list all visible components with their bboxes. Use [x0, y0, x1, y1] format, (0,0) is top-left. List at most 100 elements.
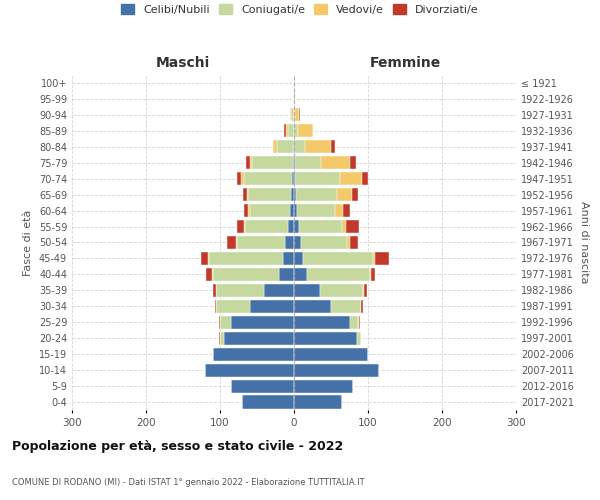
- Bar: [212, 284, 217, 297]
- Bar: [292, 172, 294, 185]
- Text: Popolazione per età, sesso e stato civile - 2022: Popolazione per età, sesso e stato civil…: [12, 440, 343, 453]
- Legend: Celibi/Nubili, Coniugati/e, Vedovi/e, Divorziati/e: Celibi/Nubili, Coniugati/e, Vedovi/e, Di…: [117, 0, 483, 20]
- Y-axis label: Anni di nascita: Anni di nascita: [580, 201, 589, 284]
- Bar: [252, 156, 293, 170]
- Bar: [294, 348, 368, 360]
- Bar: [250, 204, 290, 217]
- Bar: [331, 140, 335, 153]
- Bar: [374, 252, 389, 265]
- Bar: [294, 172, 295, 185]
- Bar: [217, 284, 265, 297]
- Bar: [209, 252, 283, 265]
- Text: Maschi: Maschi: [156, 56, 210, 70]
- Bar: [293, 140, 294, 153]
- Bar: [299, 108, 300, 122]
- Bar: [277, 140, 293, 153]
- Bar: [294, 316, 350, 329]
- Bar: [294, 188, 296, 201]
- Bar: [231, 380, 294, 392]
- Bar: [283, 252, 294, 265]
- Bar: [219, 316, 220, 329]
- Bar: [347, 236, 350, 249]
- Bar: [279, 268, 294, 281]
- Bar: [250, 300, 294, 313]
- Bar: [364, 284, 367, 297]
- Bar: [295, 108, 299, 122]
- Bar: [362, 172, 368, 185]
- Bar: [290, 204, 294, 217]
- Bar: [294, 108, 295, 122]
- Bar: [331, 300, 361, 313]
- Bar: [320, 284, 363, 297]
- Bar: [206, 268, 212, 281]
- Bar: [350, 316, 358, 329]
- Bar: [291, 188, 294, 201]
- Bar: [350, 156, 356, 170]
- Bar: [246, 156, 250, 170]
- Bar: [343, 204, 350, 217]
- Bar: [242, 396, 294, 408]
- Bar: [294, 300, 331, 313]
- Bar: [299, 220, 342, 233]
- Bar: [346, 220, 359, 233]
- Bar: [293, 156, 294, 170]
- Bar: [288, 124, 294, 138]
- Bar: [245, 220, 288, 233]
- Bar: [370, 268, 371, 281]
- Bar: [224, 332, 294, 345]
- Bar: [296, 188, 337, 201]
- Bar: [205, 364, 294, 376]
- Bar: [294, 332, 357, 345]
- Bar: [243, 188, 247, 201]
- Bar: [294, 380, 353, 392]
- Bar: [285, 236, 294, 249]
- Bar: [220, 316, 231, 329]
- Bar: [294, 204, 297, 217]
- Bar: [286, 124, 288, 138]
- Bar: [320, 156, 350, 170]
- Bar: [305, 140, 331, 153]
- Bar: [297, 204, 335, 217]
- Bar: [231, 316, 294, 329]
- Bar: [294, 268, 307, 281]
- Bar: [294, 220, 299, 233]
- Bar: [352, 188, 358, 201]
- Bar: [298, 124, 313, 138]
- Bar: [373, 252, 374, 265]
- Text: Femmine: Femmine: [370, 56, 440, 70]
- Bar: [307, 268, 370, 281]
- Bar: [217, 300, 250, 313]
- Bar: [237, 172, 241, 185]
- Bar: [358, 316, 359, 329]
- Bar: [247, 188, 248, 201]
- Bar: [291, 108, 294, 122]
- Bar: [303, 252, 373, 265]
- Bar: [371, 268, 374, 281]
- Bar: [241, 172, 244, 185]
- Bar: [294, 140, 305, 153]
- Bar: [201, 252, 208, 265]
- Bar: [227, 236, 236, 249]
- Bar: [294, 124, 298, 138]
- Bar: [359, 316, 360, 329]
- Bar: [220, 332, 224, 345]
- Bar: [290, 108, 291, 122]
- Bar: [288, 220, 294, 233]
- Bar: [219, 332, 220, 345]
- Bar: [363, 284, 364, 297]
- Bar: [294, 92, 295, 106]
- Bar: [293, 92, 294, 106]
- Y-axis label: Fasce di età: Fasce di età: [23, 210, 33, 276]
- Bar: [342, 220, 346, 233]
- Bar: [294, 156, 295, 170]
- Bar: [294, 364, 379, 376]
- Bar: [237, 236, 285, 249]
- Bar: [237, 220, 244, 233]
- Bar: [273, 140, 277, 153]
- Bar: [244, 220, 245, 233]
- Bar: [337, 188, 352, 201]
- Bar: [236, 236, 237, 249]
- Bar: [301, 236, 347, 249]
- Bar: [350, 236, 358, 249]
- Bar: [244, 172, 292, 185]
